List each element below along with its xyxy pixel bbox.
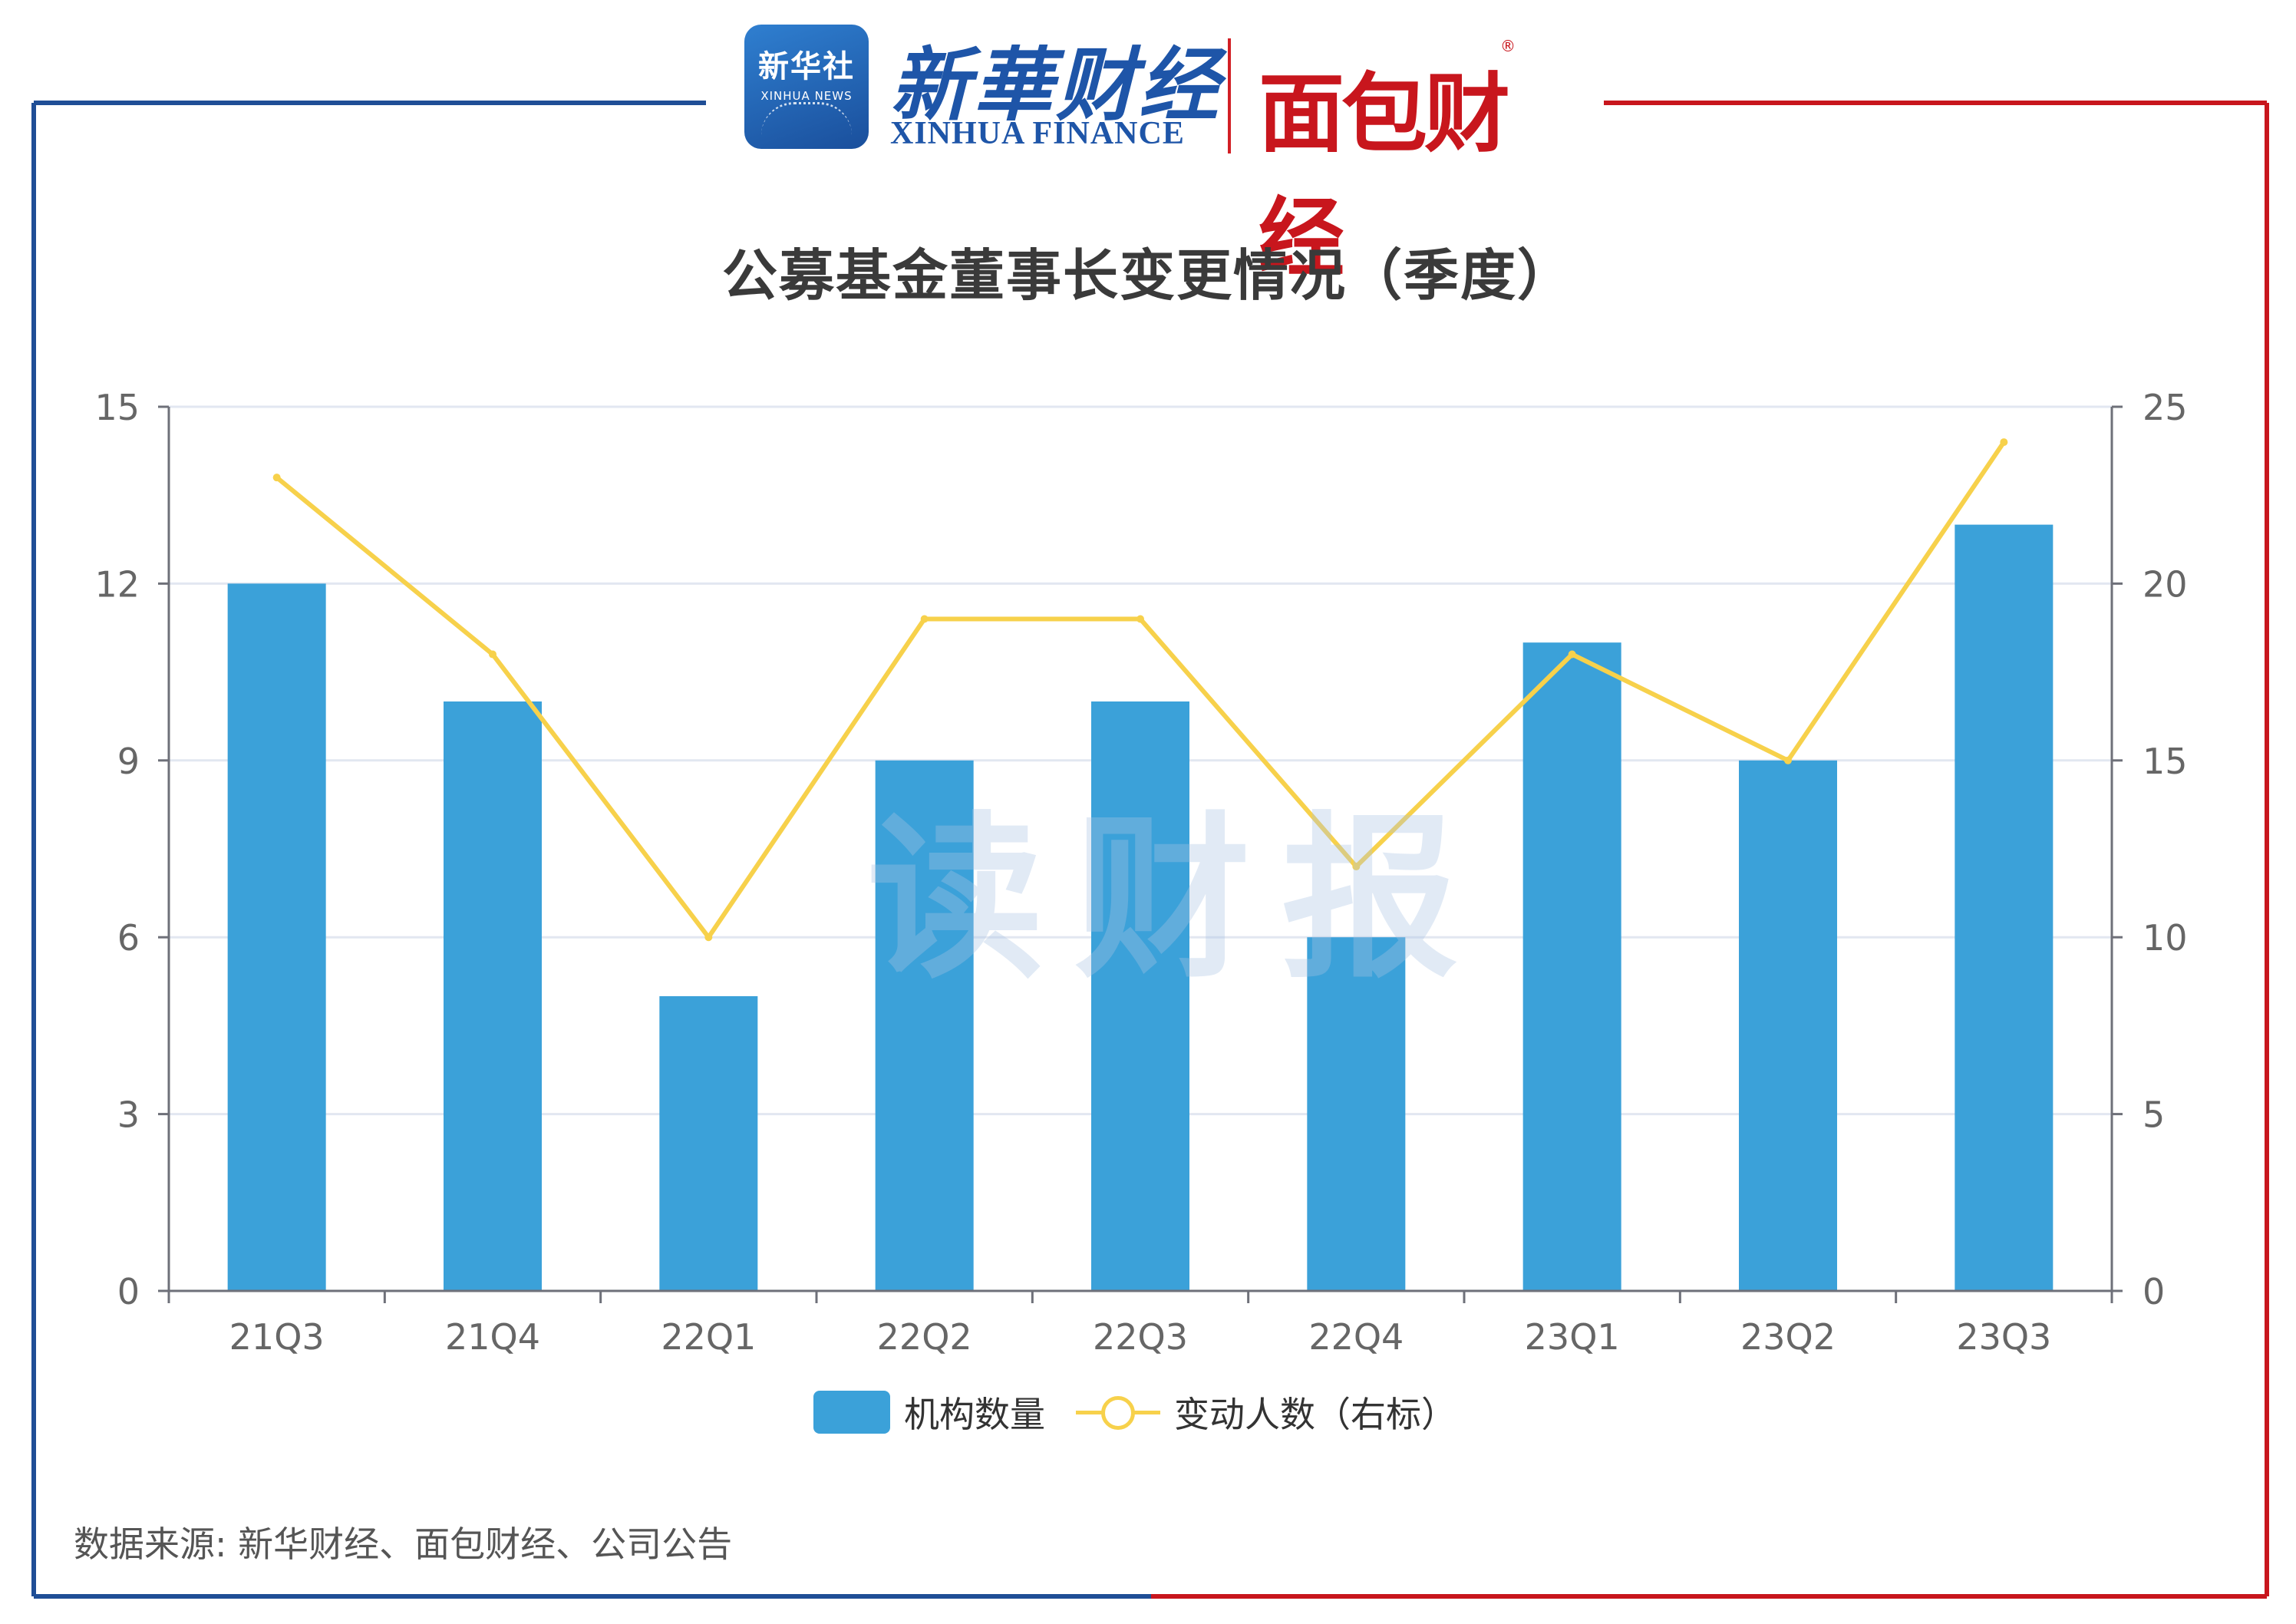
xinhua-finance-logo-cn: 新華财经 (890, 38, 1222, 132)
y-left-tick-label: 6 (117, 917, 140, 959)
bar-23Q1[interactable] (1522, 642, 1621, 1291)
x-tick-label: 23Q2 (1740, 1316, 1836, 1358)
chart-title: 公募基金董事长变更情况（季度） (721, 243, 1574, 308)
line-point-23Q1[interactable] (1568, 650, 1576, 659)
legend-label-line: 变动人数（右标） (1174, 1394, 1456, 1435)
line-point-22Q4[interactable] (1352, 863, 1361, 871)
y-right-tick-label: 15 (2143, 741, 2188, 782)
bar-23Q2[interactable] (1739, 760, 1837, 1291)
line-point-22Q2[interactable] (920, 615, 929, 623)
y-right-tick-label: 5 (2143, 1094, 2165, 1136)
bar-22Q1[interactable] (659, 996, 758, 1291)
y-right-tick-label: 0 (2143, 1271, 2165, 1312)
y-left-tick-label: 9 (117, 741, 140, 782)
x-tick-label: 22Q3 (1093, 1316, 1188, 1358)
mianbao-finance-logo: 面包财经 (1259, 64, 1510, 289)
x-tick-label: 23Q3 (1956, 1316, 2051, 1358)
logo-divider (1228, 38, 1231, 153)
x-tick-label: 22Q2 (877, 1316, 972, 1358)
bar-22Q2[interactable] (875, 760, 974, 1291)
bar-22Q4[interactable] (1307, 937, 1406, 1291)
y-right-tick-label: 20 (2143, 563, 2188, 605)
line-point-21Q4[interactable] (489, 650, 496, 659)
y-left-tick-label: 15 (94, 387, 140, 428)
bar-23Q3[interactable] (1955, 524, 2054, 1291)
line-point-23Q2[interactable] (1784, 756, 1792, 764)
x-tick-label: 22Q4 (1308, 1316, 1404, 1358)
legend-bar-swatch (813, 1391, 890, 1434)
y-left-tick-label: 0 (117, 1271, 140, 1312)
line-point-22Q3[interactable] (1136, 615, 1144, 623)
legend-label-bar: 机构数量 (904, 1394, 1045, 1435)
y-right-tick-label: 10 (2143, 917, 2188, 959)
chart-legend[interactable]: 机构数量 变动人数（右标） (813, 1381, 1487, 1443)
xinhua-badge-en: XINHUA NEWS (760, 89, 853, 103)
line-point-22Q1[interactable] (704, 933, 713, 942)
y-left-tick-label: 3 (117, 1094, 140, 1136)
bar-21Q3[interactable] (227, 583, 326, 1291)
xinhua-news-logo: 新华社 XINHUA NEWS (744, 25, 869, 149)
x-tick-label: 23Q1 (1525, 1316, 1620, 1358)
line-point-21Q3[interactable] (272, 474, 281, 482)
registered-mark: ® (1500, 37, 1516, 55)
x-tick-label: 22Q1 (661, 1316, 756, 1358)
line-point-23Q3[interactable] (2000, 438, 2008, 447)
y-right-tick-label: 25 (2143, 387, 2188, 428)
header-logos: 新华社 XINHUA NEWS 新華财经 XINHUA FINANCE 面包财经… (729, 15, 1581, 289)
bar-22Q3[interactable] (1091, 701, 1189, 1291)
data-source-note: 数据来源: 新华财经、面包财经、公司公告 (74, 1523, 733, 1565)
network-icon (761, 102, 852, 135)
x-tick-label: 21Q4 (445, 1316, 540, 1358)
legend-line-swatch (1076, 1389, 1160, 1435)
xinhua-finance-logo-en: XINHUA FINANCE (890, 116, 1185, 151)
watermark: 读财报 (867, 797, 1489, 1002)
x-tick-label: 21Q3 (229, 1316, 325, 1358)
xinhua-badge-cn: 新华社 (758, 49, 855, 84)
y-left-tick-label: 12 (94, 563, 140, 605)
bar-21Q4[interactable] (444, 701, 542, 1291)
